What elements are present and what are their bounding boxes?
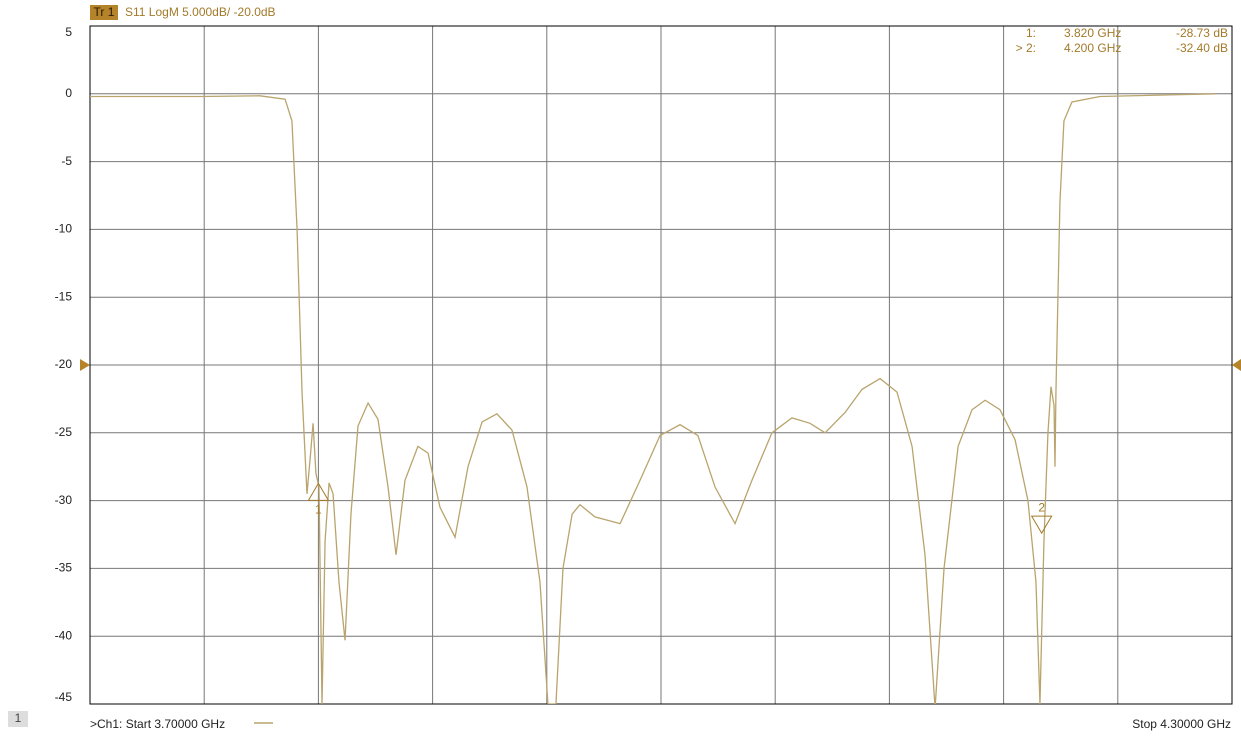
y-tick-label: 0 (65, 86, 72, 100)
trace (90, 93, 1216, 704)
y-tick-label: -20 (55, 357, 73, 371)
reference-marker-left (80, 359, 90, 371)
y-tick-label: -25 (55, 425, 73, 439)
marker-frequency: 4.200 GHz (1064, 41, 1121, 55)
marker-triangle (1030, 515, 1053, 535)
y-tick-label: -10 (55, 222, 73, 236)
marker-value: -32.40 dB (1176, 41, 1228, 55)
marker-frequency: 3.820 GHz (1064, 26, 1121, 40)
y-tick-label: -45 (55, 690, 73, 704)
y-tick-label: -35 (55, 561, 73, 575)
marker-triangle (307, 482, 330, 501)
y-tick-label: -15 (55, 289, 73, 303)
channel-number: 1 (15, 711, 22, 725)
marker-tag: 2 (1038, 500, 1045, 514)
start-label: >Ch1: Start 3.70000 GHz (90, 717, 225, 731)
y-tick-label: -40 (55, 628, 73, 642)
reference-marker-right (1232, 359, 1241, 371)
channel-box (8, 711, 28, 727)
y-tick-label: 5 (65, 25, 72, 39)
trace-label: S11 LogM 5.000dB/ -20.0dB (125, 5, 276, 19)
y-tick-label: -30 (55, 493, 73, 507)
marker-tag: 1 (315, 503, 322, 517)
trace-badge-bg (90, 5, 118, 20)
marker-label: 1: (1026, 26, 1036, 40)
y-tick-label: -5 (61, 154, 72, 168)
trace-badge: Tr 1 (94, 5, 115, 19)
stop-label: Stop 4.30000 GHz (1132, 717, 1231, 731)
marker-label: > 2: (1016, 41, 1036, 55)
marker-value: -28.73 dB (1176, 26, 1228, 40)
